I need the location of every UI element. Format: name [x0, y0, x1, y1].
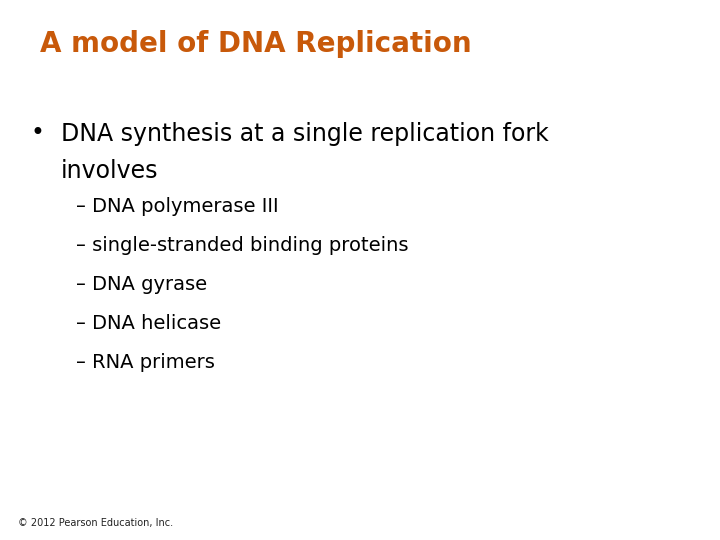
- Text: © 2012 Pearson Education, Inc.: © 2012 Pearson Education, Inc.: [18, 518, 173, 528]
- Text: •: •: [30, 122, 44, 145]
- Text: – DNA gyrase: – DNA gyrase: [76, 275, 207, 294]
- Text: – DNA polymerase III: – DNA polymerase III: [76, 197, 278, 216]
- Text: DNA synthesis at a single replication fork: DNA synthesis at a single replication fo…: [61, 122, 549, 145]
- Text: involves: involves: [61, 159, 158, 183]
- Text: – RNA primers: – RNA primers: [76, 353, 215, 372]
- Text: – single-stranded binding proteins: – single-stranded binding proteins: [76, 236, 408, 255]
- Text: A model of DNA Replication: A model of DNA Replication: [40, 30, 471, 58]
- Text: – DNA helicase: – DNA helicase: [76, 314, 221, 333]
